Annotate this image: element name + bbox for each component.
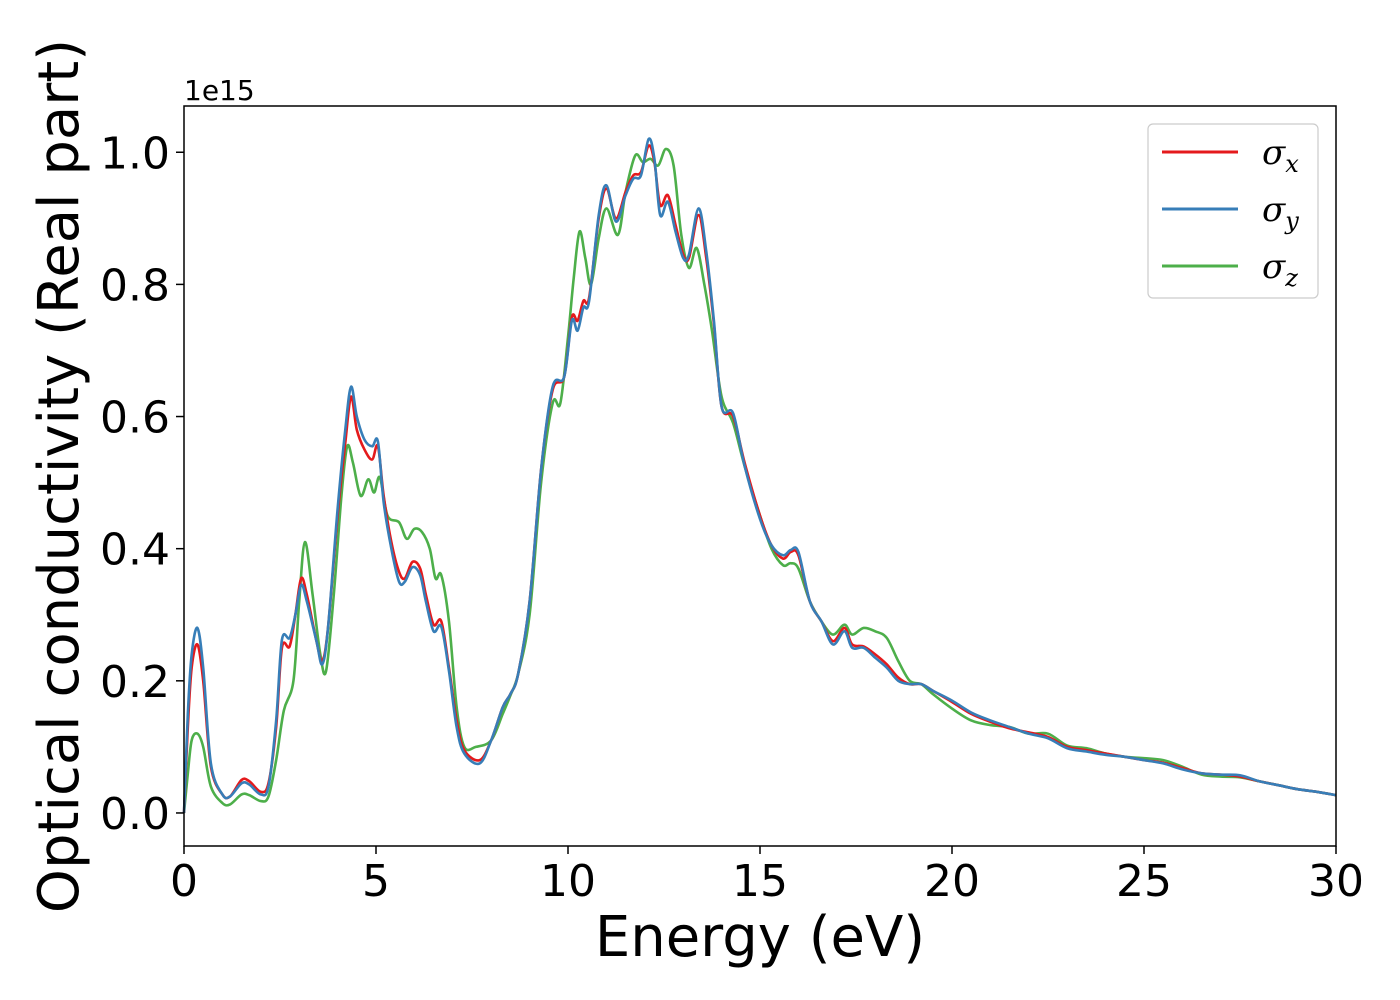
- y-tick-label: 1.0: [100, 128, 170, 179]
- x-tick-label: 30: [1308, 856, 1364, 907]
- plot-frame: [183, 105, 1337, 847]
- series-layer: [182, 137, 1337, 814]
- legend-frame: [1147, 123, 1319, 299]
- legend: σx σy σz: [1147, 123, 1319, 299]
- x-tick-label: 10: [540, 856, 596, 907]
- y-tick-label: 0.4: [100, 525, 170, 576]
- y-tick-label: 0.8: [100, 260, 170, 311]
- x-tick-label: 25: [1116, 856, 1172, 907]
- y-tick-label: 0.2: [100, 657, 170, 708]
- x-tick-label: 20: [924, 856, 980, 907]
- y-tick-label: 0.6: [100, 393, 170, 444]
- x-axis: 0 5 10 15 20 25 30: [170, 846, 1364, 907]
- y-axis-label: Optical conductivity (Real part): [27, 39, 92, 913]
- series-line-y: [182, 137, 1337, 814]
- x-tick-label: 5: [362, 856, 390, 907]
- x-tick-label: 0: [170, 856, 198, 907]
- legend-label-z: σz: [1262, 247, 1298, 292]
- x-axis-label: Energy (eV): [595, 905, 925, 970]
- legend-label-x: σx: [1262, 133, 1299, 178]
- plot-area: [184, 106, 1336, 846]
- x-tick-label: 15: [732, 856, 788, 907]
- y-tick-label: 0.0: [100, 789, 170, 840]
- legend-label-y: σy: [1262, 190, 1299, 235]
- y-offset-label: 1e15: [184, 74, 255, 107]
- y-axis: 0.0 0.2 0.4 0.6 0.8 1.0: [100, 128, 184, 840]
